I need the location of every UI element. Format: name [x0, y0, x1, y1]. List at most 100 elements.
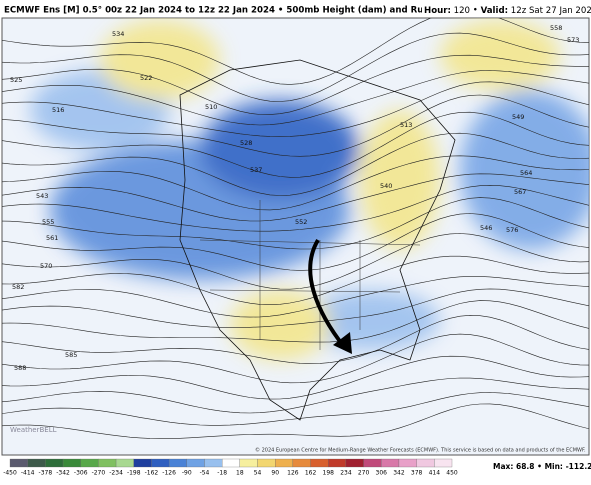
colorbar-swatch — [115, 458, 134, 468]
colorbar-swatch — [292, 458, 311, 468]
contour-line — [2, 403, 589, 439]
logo: WeatherBELL — [10, 426, 57, 434]
contour-line — [2, 173, 589, 222]
contour-label: 561 — [46, 234, 58, 242]
colorbar-tick-label: 306 — [376, 470, 388, 477]
contour-line — [2, 155, 589, 211]
contour-label: 564 — [520, 169, 532, 177]
colorbar-tick-label: 342 — [393, 470, 405, 477]
contour-label: 567 — [514, 188, 526, 196]
colorbar-tick-label: -162 — [145, 470, 159, 477]
colorbar-swatch — [27, 458, 46, 468]
contour-line — [2, 233, 589, 290]
colorbar-tick-label: 90 — [271, 470, 279, 477]
colorbar-tick-label: 270 — [358, 470, 370, 477]
contour-line — [2, 70, 589, 126]
colorbar-tick-label: -270 — [92, 470, 106, 477]
contour-label: 522 — [140, 74, 152, 82]
contour-label: 540 — [380, 182, 392, 190]
colorbar-swatch — [62, 458, 81, 468]
contour-label: 528 — [240, 139, 252, 147]
arrow-head — [333, 332, 352, 354]
contour-label: 570 — [40, 262, 52, 270]
colorbar-swatch — [363, 458, 382, 468]
colorbar-swatch — [416, 458, 435, 468]
contour-label: 516 — [52, 106, 64, 114]
colorbar-tick-label: -342 — [56, 470, 70, 477]
contour-line — [2, 132, 589, 196]
title: ECMWF Ens [M] 0.5° 00z 22 Jan 2024 to 12… — [4, 6, 514, 16]
contour-line — [2, 94, 589, 157]
contour-labels: 534 522 516 525 510 543 555 561 570 582 585 588 528 5… — [10, 24, 579, 372]
colorbar-tick-label: -450 — [3, 470, 17, 477]
colorbar-tick-label: -90 — [182, 470, 192, 477]
contour-line — [2, 81, 589, 137]
colorbar-tick-label: -414 — [21, 470, 35, 477]
contour-line — [2, 184, 589, 232]
colorbar-tick-label: 378 — [411, 470, 423, 477]
contour-label: 534 — [112, 30, 124, 38]
contour-line — [2, 355, 589, 400]
colorbar-tick-label: -198 — [127, 470, 141, 477]
colorbar-swatch — [186, 458, 205, 468]
colorbar-tick-label: 126 — [287, 470, 299, 477]
colorbar-swatch — [98, 458, 117, 468]
contour-line — [2, 288, 589, 328]
colorbar-tick-label: -378 — [39, 470, 53, 477]
colorbar-swatch — [168, 458, 187, 468]
contour-line — [2, 197, 589, 250]
contour-line — [2, 314, 589, 364]
colorbar-tick-label: 414 — [429, 470, 441, 477]
colorbar-tick-label: 450 — [446, 470, 458, 477]
hour-label: Hour: — [424, 6, 451, 16]
hour-value: 120 — [454, 6, 470, 16]
colorbar-tick-label: 54 — [254, 470, 262, 477]
colorbar-swatch — [398, 458, 417, 468]
contour-label: 546 — [480, 224, 492, 232]
contour-line — [2, 276, 589, 318]
contour-label: 558 — [550, 24, 562, 32]
colorbar-tick-label: -306 — [74, 470, 88, 477]
map-layer: 534 522 516 525 510 543 555 561 570 582 585 588 528 5… — [2, 18, 589, 454]
contour-label: 525 — [10, 76, 22, 84]
colorbar-swatch — [275, 458, 294, 468]
contour-label: 555 — [42, 218, 54, 226]
colorbar-swatch — [80, 458, 99, 468]
colorbar-swatch — [328, 458, 347, 468]
contour-label: 549 — [512, 113, 524, 121]
colorbar-swatch — [9, 458, 28, 468]
valid-label: Valid: — [481, 6, 508, 16]
credit: © 2024 European Centre for Medium-Range … — [255, 447, 586, 454]
min-value: -112.2 — [566, 462, 591, 471]
contour-line — [2, 213, 589, 271]
contour-label: 513 — [400, 121, 412, 129]
valid-value: 12z Sat 27 Jan 2024 — [511, 6, 591, 16]
contour-label: 588 — [14, 364, 26, 372]
colorbar-swatch — [45, 458, 64, 468]
colorbar-swatch — [434, 458, 453, 468]
contour-line — [2, 32, 589, 102]
contour-label: 576 — [506, 226, 518, 234]
colorbar-swatch — [345, 458, 364, 468]
contour-line — [2, 392, 589, 426]
flow-arrow — [308, 238, 347, 350]
colorbar-swatch — [257, 458, 276, 468]
colorbar-swatch — [204, 458, 223, 468]
contour-label: 582 — [12, 283, 24, 291]
contour-line — [2, 111, 589, 178]
colorbar-tick-label: -54 — [200, 470, 210, 477]
colorbar-tick-label: 18 — [236, 470, 244, 477]
contour-line — [2, 377, 589, 414]
contour-label: 510 — [205, 103, 217, 111]
contour-line — [2, 300, 589, 343]
contour-label: 543 — [36, 192, 48, 200]
colorbar-swatch — [310, 458, 329, 468]
colorbar-tick-label: -126 — [162, 470, 176, 477]
min-label: Min: — [545, 462, 563, 471]
colorbar-swatch — [381, 458, 400, 468]
separator: • — [537, 462, 542, 471]
contour-line — [2, 54, 589, 115]
contour-line — [2, 255, 589, 306]
